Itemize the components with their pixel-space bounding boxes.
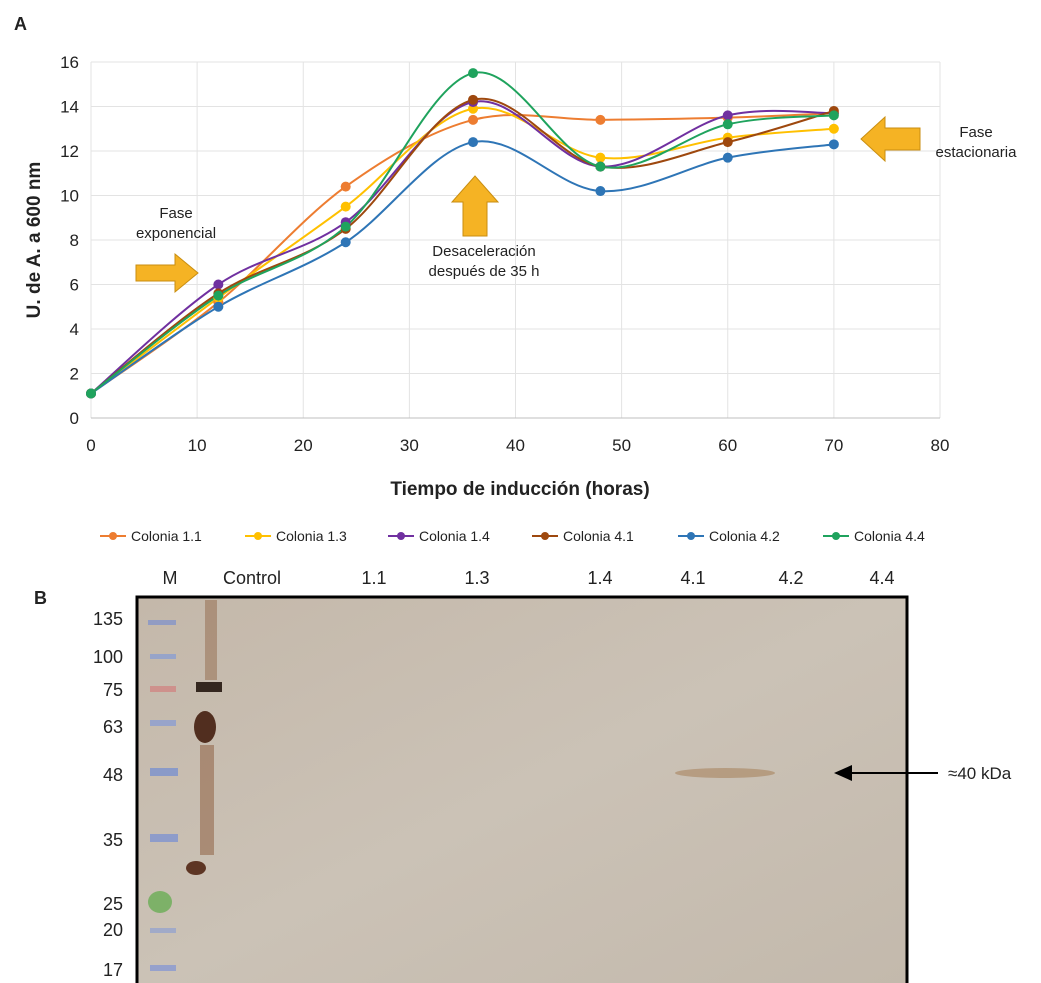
data-point [468, 137, 478, 147]
x-tick-label: 30 [400, 436, 419, 455]
data-point [468, 115, 478, 125]
marker-size-label: 35 [103, 830, 123, 850]
legend-marker [397, 532, 405, 540]
lane-label: M [163, 568, 178, 588]
legend-label: Colonia 1.3 [276, 528, 347, 544]
data-point [341, 202, 351, 212]
y-tick-label: 14 [60, 98, 79, 117]
marker-size-label: 20 [103, 920, 123, 940]
y-tick-label: 12 [60, 142, 79, 161]
legend-marker [687, 532, 695, 540]
y-tick-label: 6 [70, 276, 79, 295]
data-point [468, 95, 478, 105]
data-point [595, 186, 605, 196]
data-point [86, 389, 96, 399]
blot-annotation: ≈40 kDa [948, 764, 1012, 783]
legend-marker [541, 532, 549, 540]
blot-membrane [137, 597, 907, 983]
data-point [723, 119, 733, 129]
data-point [213, 280, 223, 290]
marker-size-label: 48 [103, 765, 123, 785]
marker-size-label: 75 [103, 680, 123, 700]
data-point [723, 110, 733, 120]
legend-marker [109, 532, 117, 540]
y-axis-title: U. de A. a 600 nm [24, 162, 45, 319]
y-tick-label: 16 [60, 53, 79, 72]
lane-label: 1.3 [464, 568, 489, 588]
data-point [595, 153, 605, 163]
arrow [136, 254, 198, 292]
y-tick-label: 10 [60, 187, 79, 206]
y-tick-label: 4 [70, 320, 79, 339]
legend-marker [832, 532, 840, 540]
x-tick-label: 50 [612, 436, 631, 455]
annotation: estacionaria [936, 144, 1018, 161]
annotation: exponencial [136, 225, 216, 242]
annotation: Fase [159, 205, 192, 222]
x-tick-label: 10 [188, 436, 207, 455]
data-point [595, 115, 605, 125]
legend-label: Colonia 4.2 [709, 528, 780, 544]
data-point [341, 237, 351, 247]
y-tick-label: 0 [70, 409, 79, 428]
arrow [452, 176, 498, 236]
lane-label: 1.1 [361, 568, 386, 588]
legend-label: Colonia 1.1 [131, 528, 202, 544]
data-point [723, 137, 733, 147]
lane-label: Control [223, 568, 281, 588]
annotation: después de 35 h [429, 263, 540, 280]
x-tick-label: 70 [824, 436, 843, 455]
x-tick-label: 60 [718, 436, 737, 455]
marker-size-label: 63 [103, 717, 123, 737]
data-point [341, 182, 351, 192]
x-axis-title: Tiempo de inducción (horas) [390, 479, 649, 500]
data-point [829, 139, 839, 149]
panel-label: A [14, 14, 27, 34]
x-tick-label: 40 [506, 436, 525, 455]
x-tick-label: 0 [86, 436, 95, 455]
y-tick-label: 2 [70, 365, 79, 384]
lane-label: 1.4 [587, 568, 612, 588]
data-point [595, 162, 605, 172]
legend-label: Colonia 4.4 [854, 528, 925, 544]
lane-label: 4.2 [778, 568, 803, 588]
legend-label: Colonia 4.1 [563, 528, 634, 544]
data-point [723, 153, 733, 163]
panel-label: B [34, 588, 47, 608]
annotation: Desaceleración [432, 243, 535, 260]
data-point [829, 124, 839, 134]
lane-label: 4.4 [869, 568, 894, 588]
marker-size-label: 135 [93, 609, 123, 629]
data-point [341, 222, 351, 232]
x-tick-label: 20 [294, 436, 313, 455]
lane-label: 4.1 [680, 568, 705, 588]
y-tick-label: 8 [70, 231, 79, 250]
arrow [861, 117, 920, 161]
data-point [829, 110, 839, 120]
x-tick-label: 80 [931, 436, 950, 455]
marker-size-label: 25 [103, 894, 123, 914]
legend-marker [254, 532, 262, 540]
marker-size-label: 17 [103, 960, 123, 980]
annotation: Fase [959, 124, 992, 141]
data-point [213, 291, 223, 301]
data-point [213, 302, 223, 312]
marker-size-label: 100 [93, 647, 123, 667]
legend-label: Colonia 1.4 [419, 528, 490, 544]
data-point [468, 68, 478, 78]
figure: A B 0 2 4 6 8 10 12 14 16 0 10 20 30 40 50 60 70 80 Tiempo… [0, 0, 1041, 983]
